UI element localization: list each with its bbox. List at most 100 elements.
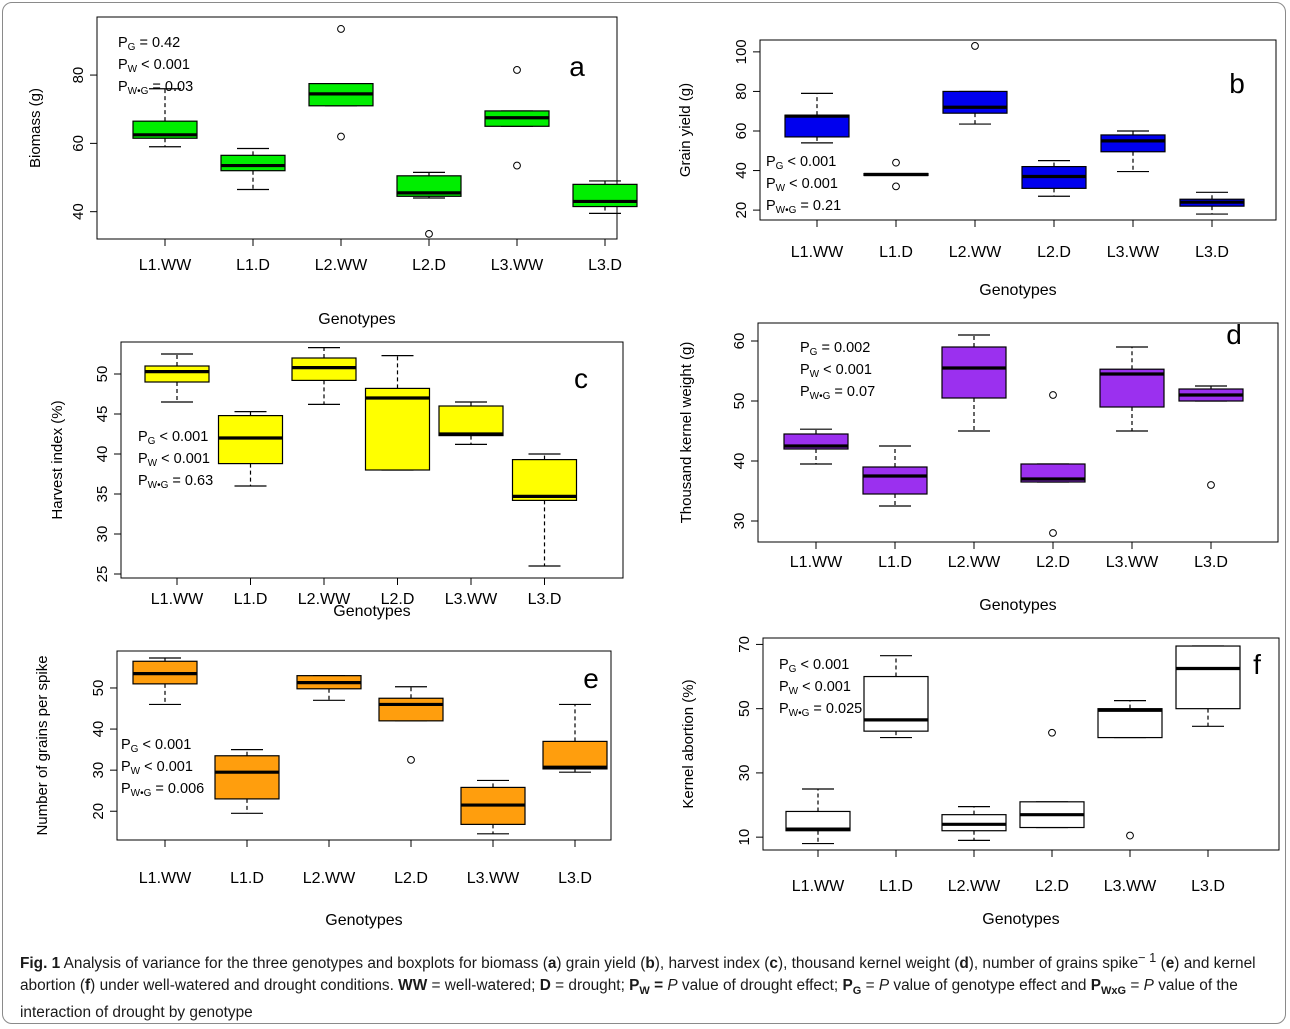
box-iqr [1175, 645, 1241, 710]
x-tick-label: L2.D [1035, 878, 1069, 895]
box-L2.D [1019, 728, 1085, 829]
x-tick-label: L1.D [879, 878, 913, 895]
outlier-point [1049, 391, 1057, 399]
outlier-point [1048, 728, 1056, 737]
y-tick-label: 25 [94, 566, 111, 583]
outlier-point [1207, 481, 1215, 489]
outlier-point [892, 158, 900, 167]
caption-ref-d: d [959, 955, 969, 973]
stat-line: PW < 0.001 [800, 362, 872, 380]
x-tick-label: L1.WW [139, 257, 192, 274]
box-L1.D [863, 655, 929, 739]
caption-p: P [1143, 977, 1154, 995]
plot-frame [762, 637, 1280, 851]
caption-text: ) grain yield ( [556, 955, 646, 973]
plot-frame [96, 16, 618, 240]
y-axis-label: Kernel abortion (%) [680, 679, 697, 808]
stat-line: PW < 0.001 [779, 679, 851, 697]
box-L1.D [217, 411, 284, 487]
stat-line: PW•G = 0.03 [118, 79, 193, 97]
caption-ref-e: e [1165, 955, 1175, 973]
stat-line: PW < 0.001 [118, 57, 190, 75]
caption-text: value of drought effect; [677, 977, 843, 995]
y-tick-label: 35 [94, 486, 111, 503]
y-tick-label: 30 [94, 526, 111, 543]
box-L3.D [542, 703, 608, 773]
stat-line: PW•G = 0.025 [779, 701, 862, 719]
stat-line: PG < 0.001 [766, 154, 836, 172]
x-axis-label: Genotypes [979, 597, 1056, 614]
y-axis-label: Number of grains per spike [34, 655, 51, 835]
box-iqr [220, 154, 286, 172]
y-tick-label: 60 [731, 333, 748, 350]
x-tick-label: L1.D [230, 870, 264, 887]
box-iqr [1097, 708, 1163, 739]
caption-ref-b: b [645, 955, 655, 973]
y-tick-label: 40 [94, 446, 111, 463]
x-tick-label: L2.D [412, 257, 446, 274]
panel-letter: a [569, 51, 585, 82]
y-tick-label: 40 [731, 453, 748, 470]
box-L3.WW [1100, 130, 1166, 173]
x-tick-label: L2.WW [949, 244, 1002, 261]
caption-ww: WW [398, 977, 428, 995]
x-tick-label: L2.WW [303, 870, 356, 887]
outlier-point [407, 755, 415, 764]
y-tick-label: 40 [90, 721, 107, 738]
caption-superscript: − 1 [1138, 950, 1157, 965]
box-L3.WW [1099, 346, 1165, 432]
x-tick-label: L2.WW [948, 878, 1001, 895]
caption-pg: PG [842, 977, 862, 998]
caption-text: = drought; [550, 977, 630, 995]
panel-e: 20 30 40 50 Number of grains per spike L1.WW L… [34, 650, 612, 929]
x-tick-label: L1.WW [791, 244, 844, 261]
box-L3.WW [460, 779, 526, 835]
panel-f: 10 30 50 70 Kernel abortion (%) L1.WW L1.D L2.W… [680, 636, 1280, 928]
plot-frame [120, 341, 624, 579]
caption-text: ) and kernel abortion ( [20, 955, 1256, 995]
y-tick-label: 40 [70, 203, 87, 220]
x-tick-label: L1.D [878, 554, 912, 571]
panel-d: 30 40 50 60 Thousand kernel weight (g) L1.WW L… [678, 319, 1279, 614]
plot-frame [759, 39, 1277, 221]
box-iqr [378, 697, 444, 722]
stat-line: PG = 0.002 [800, 340, 870, 358]
plot-frame [116, 650, 612, 841]
box-L3.D [1179, 191, 1245, 215]
caption-text: ), harvest index ( [654, 955, 770, 973]
panel-letter: f [1253, 649, 1261, 680]
box-L3.D [572, 180, 638, 214]
x-tick-label: L3.WW [467, 870, 520, 887]
x-tick-label: L1.WW [792, 878, 845, 895]
x-tick-label: L3.WW [1107, 244, 1160, 261]
caption-fig-label: Fig. 1 [20, 955, 61, 973]
x-tick-label: L1.D [234, 591, 268, 608]
y-tick-label: 100 [733, 39, 750, 64]
box-L3.WW [484, 66, 550, 170]
outlier-point [1126, 831, 1134, 840]
caption-ref-c: c [769, 955, 778, 973]
box-iqr [863, 675, 929, 732]
stat-line: PW < 0.001 [766, 176, 838, 194]
caption-text: ) under well-watered and drought conditi… [90, 977, 399, 995]
box-iqr [942, 90, 1008, 114]
box-L2.WW [941, 806, 1007, 841]
y-tick-label: 40 [733, 162, 750, 179]
y-axis-label: Thousand kernel weight (g) [678, 342, 695, 524]
box-L1.D [862, 445, 928, 507]
caption-p: P [878, 977, 890, 995]
box-iqr [364, 387, 431, 471]
box-L1.D [220, 147, 286, 191]
box-L2.D [1021, 160, 1087, 197]
box-L2.D [378, 686, 444, 764]
caption-text: = [649, 977, 668, 995]
x-tick-label: L3.WW [1106, 554, 1159, 571]
x-tick-label: L3.D [1195, 244, 1229, 261]
y-tick-label: 60 [70, 135, 87, 152]
x-tick-label: L3.WW [491, 257, 544, 274]
caption-text: = [861, 977, 879, 995]
x-tick-label: L2.D [381, 591, 415, 608]
box-L2.WW [941, 334, 1007, 432]
stat-line: PW < 0.001 [121, 759, 193, 777]
box-L2.D [364, 355, 431, 471]
